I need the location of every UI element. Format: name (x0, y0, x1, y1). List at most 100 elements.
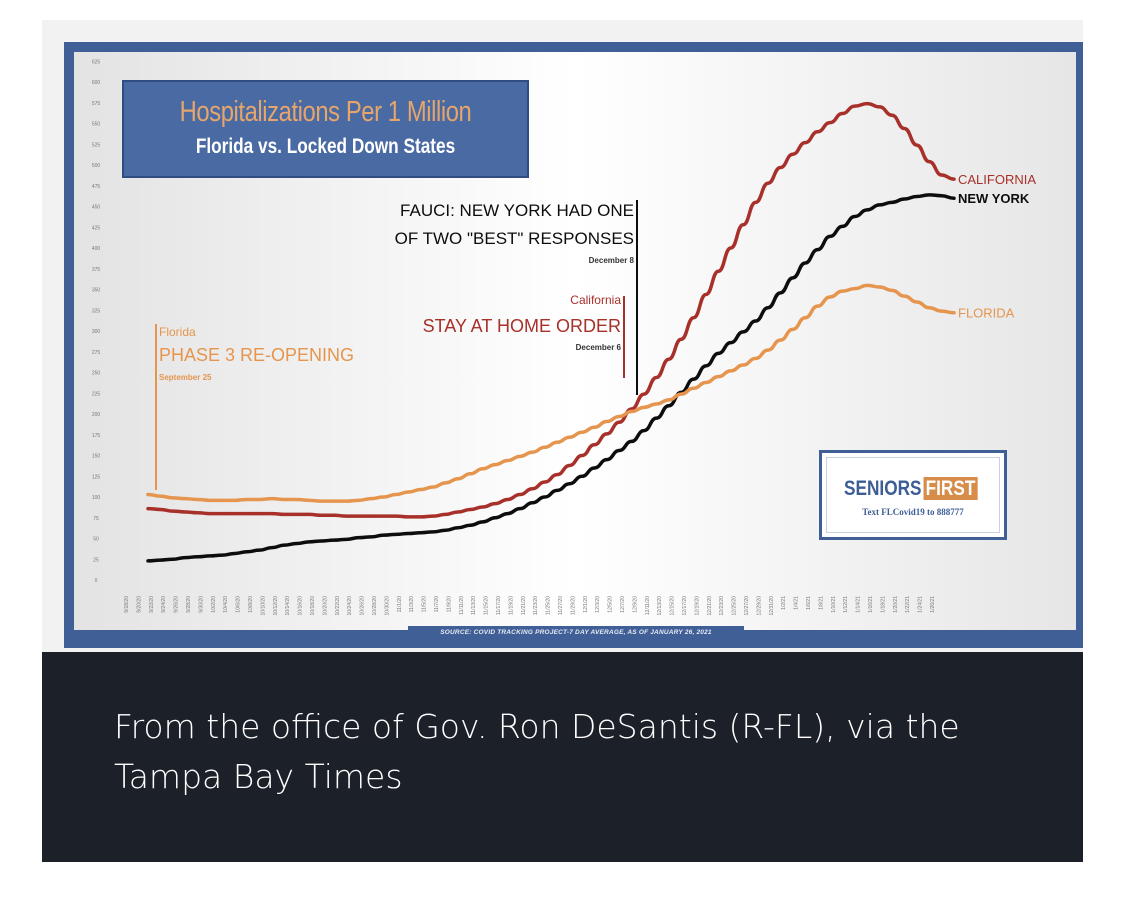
x-tick-label: 12/23/20 (719, 596, 725, 616)
y-tick-label: 350 (92, 288, 101, 294)
series-label-california: CALIFORNIA (958, 172, 1036, 187)
chart-title: Hospitalizations Per 1 Million (179, 96, 472, 128)
florida-annotation-title: PHASE 3 RE-OPENING (159, 345, 354, 365)
x-tick-label: 12/11/20 (645, 596, 651, 615)
y-tick-label: 525 (92, 142, 101, 148)
series-label-florida: FLORIDA (958, 306, 1015, 321)
x-tick-label: 1/20/21 (893, 596, 899, 613)
series-lines (146, 101, 956, 563)
series-label-new-york: NEW YORK (958, 191, 1030, 206)
y-tick-label: 500 (92, 163, 101, 169)
x-tick-label: 11/19/20 (508, 596, 514, 615)
x-tick-label: 11/11/20 (459, 596, 465, 615)
x-tick-label: 12/29/20 (756, 596, 762, 616)
x-tick-label: 12/27/20 (744, 596, 750, 616)
x-tick-label: 10/24/20 (347, 596, 353, 616)
y-tick-label: 375 (92, 267, 101, 273)
x-tick-label: 12/7/20 (620, 596, 626, 613)
x-tick-label: 10/4/20 (223, 596, 229, 613)
logo-word-first: FIRST (923, 477, 978, 500)
x-tick-label: 12/25/20 (732, 596, 738, 616)
y-tick-label: 0 (95, 578, 98, 584)
annotation-markers (155, 200, 638, 490)
y-tick-label: 275 (92, 350, 101, 356)
fauci-annotation-date: December 8 (589, 256, 635, 265)
x-tick-label: 11/21/20 (521, 596, 527, 615)
logo-wordmark: SENIORS FIRST (844, 477, 978, 501)
x-tick-label: 9/22/20 (149, 596, 155, 613)
x-tick-label: 11/1/20 (397, 596, 403, 613)
x-tick-label: 11/5/20 (422, 596, 428, 613)
logo-subtext: Text FLCovid19 to 888777 (862, 507, 964, 517)
x-tick-label: 10/2/20 (211, 596, 217, 613)
x-tick-label: 12/15/20 (670, 596, 676, 616)
x-tick-label: 11/29/20 (570, 596, 576, 615)
florida-annotation-date: September 25 (159, 373, 212, 382)
y-tick-label: 225 (92, 391, 101, 397)
x-tick-label: 12/13/20 (657, 596, 663, 616)
x-tick-label: 10/20/20 (322, 596, 328, 616)
y-tick-label: 50 (93, 537, 99, 543)
series-line-florida (146, 283, 956, 503)
seniors-first-logo: SENIORS FIRST Text FLCovid19 to 888777 (819, 450, 1007, 540)
y-tick-label: 475 (92, 184, 101, 190)
x-tick-label: 9/24/20 (161, 596, 167, 613)
x-tick-label: 11/9/20 (446, 596, 452, 613)
y-tick-label: 450 (92, 205, 101, 211)
x-tick-label: 10/6/20 (236, 596, 242, 613)
x-tick-label: 12/19/20 (694, 596, 700, 616)
florida-annotation-state: Florida (159, 325, 196, 339)
y-tick-label: 625 (92, 59, 101, 65)
x-tick-label: 9/20/20 (136, 596, 142, 613)
x-tick-label: 12/3/20 (595, 596, 601, 613)
x-tick-label: 1/18/21 (880, 596, 886, 613)
x-tick-label: 12/31/20 (769, 596, 775, 616)
series-labels: CALIFORNIA NEW YORK FLORIDA (958, 172, 1036, 321)
x-tick-label: 1/16/21 (868, 596, 874, 613)
x-tick-label: 10/30/20 (384, 596, 390, 616)
y-tick-label: 575 (92, 101, 101, 107)
x-tick-label: 12/5/20 (608, 596, 614, 613)
x-tick-label: 11/13/20 (471, 596, 477, 615)
x-tick-label: 10/12/20 (273, 596, 279, 616)
y-tick-label: 125 (92, 474, 101, 480)
caption-box: From the office of Gov. Ron DeSantis (R-… (42, 652, 1083, 862)
x-tick-label: 1/10/21 (831, 596, 837, 613)
y-tick-label: 175 (92, 433, 101, 439)
y-tick-label: 150 (92, 454, 101, 460)
y-tick-label: 300 (92, 329, 101, 335)
x-tick-label: 1/12/21 (843, 596, 849, 613)
x-axis: 9/18/20 9/20/20 9/22/20 9/24/20 9/26/20 9/28/… (124, 596, 936, 616)
y-tick-label: 200 (92, 412, 101, 418)
x-tick-label: 10/8/20 (248, 596, 254, 613)
fauci-annotation-line1: FAUCI: NEW YORK HAD ONE (400, 201, 634, 220)
x-tick-label: 10/10/20 (260, 596, 266, 616)
california-annotation-date: December 6 (576, 343, 622, 352)
x-tick-label: 11/23/20 (533, 596, 539, 615)
x-tick-label: 10/26/20 (360, 596, 366, 616)
x-tick-label: 1/24/21 (918, 596, 924, 613)
x-tick-label: 1/14/21 (856, 596, 862, 613)
logo-inner-border (826, 457, 1000, 533)
x-tick-label: 11/7/20 (434, 596, 440, 613)
x-tick-label: 1/4/21 (794, 596, 800, 610)
title-box: Hospitalizations Per 1 Million Florida v… (122, 80, 529, 178)
x-tick-label: 12/9/20 (632, 596, 638, 613)
x-tick-label: 1/26/21 (930, 596, 936, 613)
x-tick-label: 11/15/20 (484, 596, 490, 615)
x-tick-label: 11/25/20 (546, 596, 552, 615)
y-tick-label: 400 (92, 246, 101, 252)
y-tick-label: 425 (92, 225, 101, 231)
x-tick-label: 1/2/21 (781, 596, 787, 610)
x-tick-label: 10/14/20 (285, 596, 291, 616)
source-note: SOURCE: COVID TRACKING PROJECT-7 DAY AVE… (408, 626, 744, 639)
x-tick-label: 1/6/21 (806, 596, 812, 610)
x-tick-label: 9/30/20 (198, 596, 204, 613)
series-line-california (146, 101, 956, 519)
chart-subtitle: Florida vs. Locked Down States (195, 135, 456, 158)
x-tick-label: 9/26/20 (174, 596, 180, 613)
y-axis: 0 25 50 75 100 125 150 175 200 225 250 275 300 325 350… (92, 59, 101, 584)
x-tick-label: 10/16/20 (298, 596, 304, 616)
y-tick-label: 550 (92, 122, 101, 128)
